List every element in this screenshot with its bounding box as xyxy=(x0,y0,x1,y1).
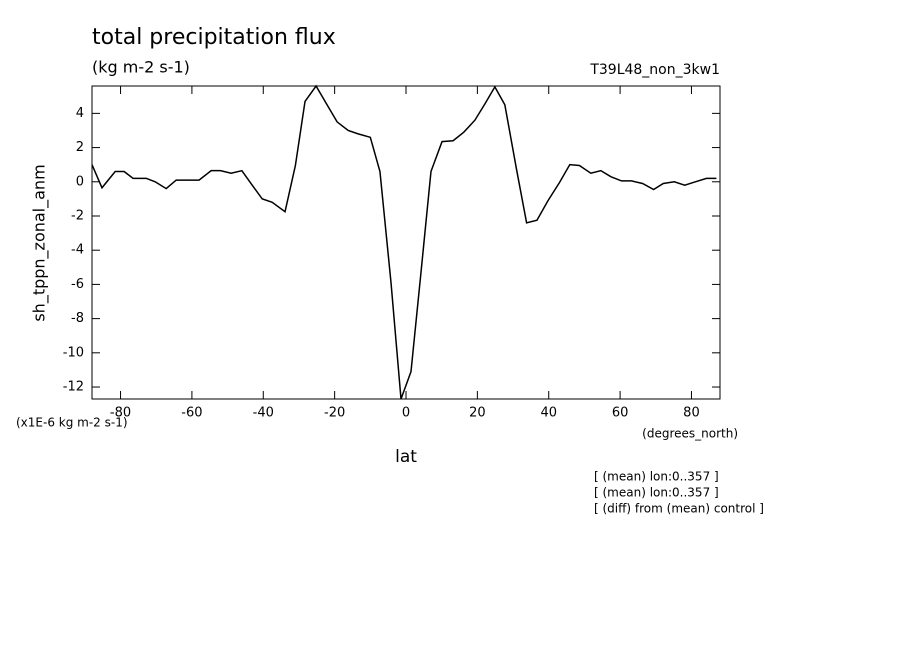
y-units: (x1E-6 kg m-2 s-1) xyxy=(16,416,128,430)
y-tick-label: -6 xyxy=(71,277,84,292)
y-tick-label: -2 xyxy=(71,208,84,223)
y-tick-label: 2 xyxy=(76,140,84,155)
plot-frame xyxy=(91,85,721,400)
data-line xyxy=(91,84,717,400)
chart-title: total precipitation flux xyxy=(92,25,336,50)
x-tick-label: -20 xyxy=(324,406,345,421)
annotation: [ (mean) lon:0..357 ] xyxy=(594,470,719,484)
x-tick-label: 0 xyxy=(402,406,410,421)
x-tick-label: -80 xyxy=(110,406,131,421)
x-tick-label: 80 xyxy=(683,406,700,421)
x-tick-label: -60 xyxy=(181,406,202,421)
y-tick-label: -12 xyxy=(63,380,84,395)
x-axis-label: lat xyxy=(395,447,417,467)
x-tick-label: 40 xyxy=(540,406,557,421)
x-tick-label: 60 xyxy=(612,406,629,421)
dataset-label: T39L48_non_3kw1 xyxy=(589,62,720,78)
chart-subtitle: (kg m-2 s-1) xyxy=(92,58,190,77)
y-axis-label: sh_tppn_zonal_anm xyxy=(30,164,50,321)
x-tick-label: -40 xyxy=(253,406,274,421)
x-tick-label: 20 xyxy=(469,406,486,421)
y-tick-label: -10 xyxy=(63,345,84,360)
annotation: [ (mean) lon:0..357 ] xyxy=(594,486,719,500)
x-units: (degrees_north) xyxy=(642,427,738,441)
y-tick-label: 0 xyxy=(76,174,84,189)
y-tick-label: 4 xyxy=(76,106,84,121)
y-tick-label: -4 xyxy=(71,243,84,258)
y-tick-label: -8 xyxy=(71,311,84,326)
annotation: [ (diff) from (mean) control ] xyxy=(594,502,764,516)
